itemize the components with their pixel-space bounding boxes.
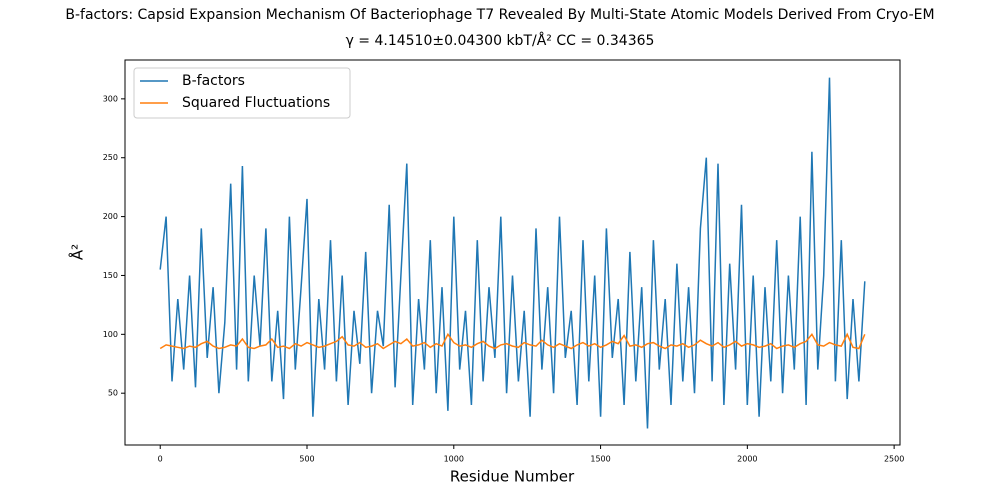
legend-label: Squared Fluctuations xyxy=(182,95,330,111)
legend-label: B-factors xyxy=(182,73,245,89)
y-tick-label: 300 xyxy=(103,94,118,103)
x-tick-label: 1000 xyxy=(444,455,464,464)
y-tick-label: 200 xyxy=(103,212,118,221)
chart-title: B-factors: Capsid Expansion Mechanism Of… xyxy=(65,7,934,23)
y-axis-label: Å² xyxy=(68,244,87,260)
chart-subtitle: γ = 4.14510±0.04300 kbT/Å² CC = 0.34365 xyxy=(346,32,655,49)
plot-frame xyxy=(124,59,901,446)
y-tick-label: 150 xyxy=(103,271,118,280)
y-tick-label: 100 xyxy=(103,330,118,339)
x-tick-label: 2500 xyxy=(884,455,904,464)
legend-box xyxy=(133,67,351,119)
x-tick-label: 500 xyxy=(299,455,314,464)
legend: B-factors Squared Fluctuations xyxy=(133,67,351,119)
x-tick-label: 2000 xyxy=(737,455,757,464)
y-tick-label: 50 xyxy=(108,389,118,398)
x-tick-label: 0 xyxy=(158,455,163,464)
y-tick-label: 250 xyxy=(103,153,118,162)
x-axis-label: Residue Number xyxy=(450,468,575,486)
series-line xyxy=(159,332,866,350)
x-tick-label: 1500 xyxy=(590,455,610,464)
series-line xyxy=(159,77,866,429)
